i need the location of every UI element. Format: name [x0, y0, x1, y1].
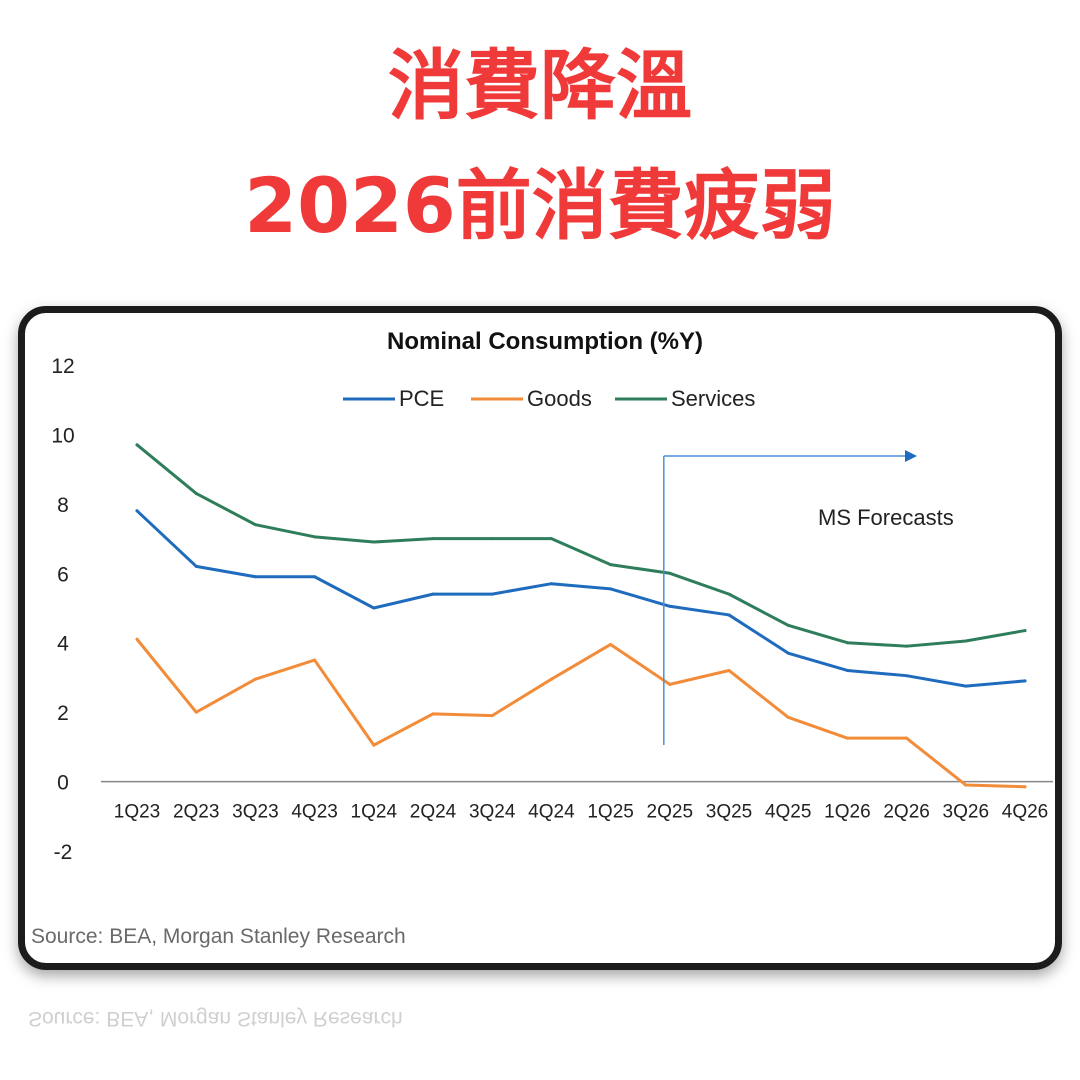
line-chart: Nominal Consumption (%Y) 12 10 8 6 4 2 0 -2 1Q2…	[31, 328, 1053, 948]
data-point-pce	[253, 575, 257, 579]
data-point-goods	[135, 637, 139, 641]
legend-label-goods: Goods	[527, 386, 592, 411]
y-axis: 12 10 8 6 4 2 0 -2	[51, 355, 74, 864]
x-tick-label: 2Q26	[883, 802, 929, 823]
data-point-services	[905, 644, 909, 648]
data-point-goods	[905, 736, 909, 740]
data-point-goods	[609, 642, 613, 646]
y-tick-label: -2	[54, 841, 73, 864]
x-tick-label: 3Q24	[469, 802, 516, 823]
data-point-services	[549, 537, 553, 541]
x-tick-label: 4Q26	[1002, 802, 1048, 823]
data-point-goods	[372, 743, 376, 747]
data-point-services	[1023, 629, 1027, 633]
data-point-services	[964, 639, 968, 643]
x-tick-label: 1Q26	[824, 802, 870, 823]
source-note: Source: BEA, Morgan Stanley Research	[31, 925, 406, 948]
series-line-services	[135, 443, 1027, 648]
y-tick-label: 10	[51, 424, 74, 447]
data-point-services	[845, 641, 849, 645]
x-axis: 1Q23 2Q23 3Q23 4Q23 1Q24 2Q24 3Q24 4Q24 1Q25 2Q25…	[114, 802, 1048, 823]
data-point-goods	[845, 736, 849, 740]
legend: PCE Goods Services	[343, 386, 755, 411]
x-tick-label: 1Q23	[114, 802, 160, 823]
y-tick-label: 0	[57, 772, 69, 795]
data-point-services	[313, 535, 317, 539]
data-point-services	[431, 537, 435, 541]
headline-line-2: 2026前消費疲弱	[244, 161, 836, 250]
source-note-reflection: Source: BEA, Morgan Stanley Research	[28, 1007, 403, 1030]
data-point-pce	[549, 582, 553, 586]
data-point-pce	[431, 592, 435, 596]
data-point-pce	[727, 613, 731, 617]
data-point-goods	[549, 677, 553, 681]
legend-label-pce: PCE	[399, 386, 444, 411]
data-point-services	[609, 563, 613, 567]
data-point-pce	[845, 668, 849, 672]
x-tick-label: 2Q23	[173, 802, 219, 823]
data-point-pce	[786, 651, 790, 655]
data-point-goods	[668, 682, 672, 686]
data-point-goods	[786, 715, 790, 719]
x-tick-label: 4Q25	[765, 802, 811, 823]
series-line-pce	[135, 509, 1027, 688]
data-point-services	[786, 623, 790, 627]
x-tick-label: 3Q25	[706, 802, 752, 823]
x-tick-label: 1Q24	[351, 802, 398, 823]
x-tick-label: 2Q24	[410, 802, 457, 823]
x-tick-label: 2Q25	[647, 802, 693, 823]
data-point-services	[253, 523, 257, 527]
data-point-pce	[194, 564, 198, 568]
data-point-pce	[490, 592, 494, 596]
series-lines	[135, 443, 1027, 789]
data-point-services	[372, 540, 376, 544]
data-point-pce	[609, 587, 613, 591]
data-point-services	[135, 443, 139, 447]
x-tick-label: 4Q23	[291, 802, 337, 823]
x-tick-label: 3Q26	[943, 802, 989, 823]
x-tick-label: 1Q25	[587, 802, 633, 823]
data-point-goods	[490, 714, 494, 718]
headline-line-1: 消費降溫	[388, 41, 692, 130]
chart-title: Nominal Consumption (%Y)	[387, 328, 703, 355]
y-tick-label: 4	[57, 633, 69, 656]
y-tick-label: 12	[51, 355, 74, 378]
chart-frame: Nominal Consumption (%Y) 12 10 8 6 4 2 0 -2 1Q2…	[18, 306, 1062, 970]
data-point-services	[668, 571, 672, 575]
data-point-pce	[905, 674, 909, 678]
forecast-marker: MS Forecasts	[663, 450, 954, 745]
data-point-services	[194, 491, 198, 495]
data-point-goods	[253, 677, 257, 681]
data-point-goods	[1023, 785, 1027, 789]
data-point-goods	[194, 710, 198, 714]
data-point-pce	[668, 604, 672, 608]
y-tick-label: 2	[57, 702, 69, 725]
legend-label-services: Services	[671, 386, 755, 411]
data-point-pce	[964, 684, 968, 688]
y-tick-label: 6	[57, 563, 69, 586]
data-point-goods	[431, 712, 435, 716]
data-point-pce	[313, 575, 317, 579]
x-tick-label: 4Q24	[528, 802, 575, 823]
data-point-goods	[313, 658, 317, 662]
forecast-annotation: MS Forecasts	[818, 505, 954, 530]
x-tick-label: 3Q23	[232, 802, 278, 823]
series-line-goods	[135, 637, 1027, 789]
data-point-goods	[964, 783, 968, 787]
data-point-pce	[1023, 679, 1027, 683]
data-point-services	[490, 537, 494, 541]
data-point-pce	[372, 606, 376, 610]
data-point-goods	[727, 668, 731, 672]
data-point-pce	[135, 509, 139, 513]
y-tick-label: 8	[57, 494, 69, 517]
data-point-services	[727, 592, 731, 596]
